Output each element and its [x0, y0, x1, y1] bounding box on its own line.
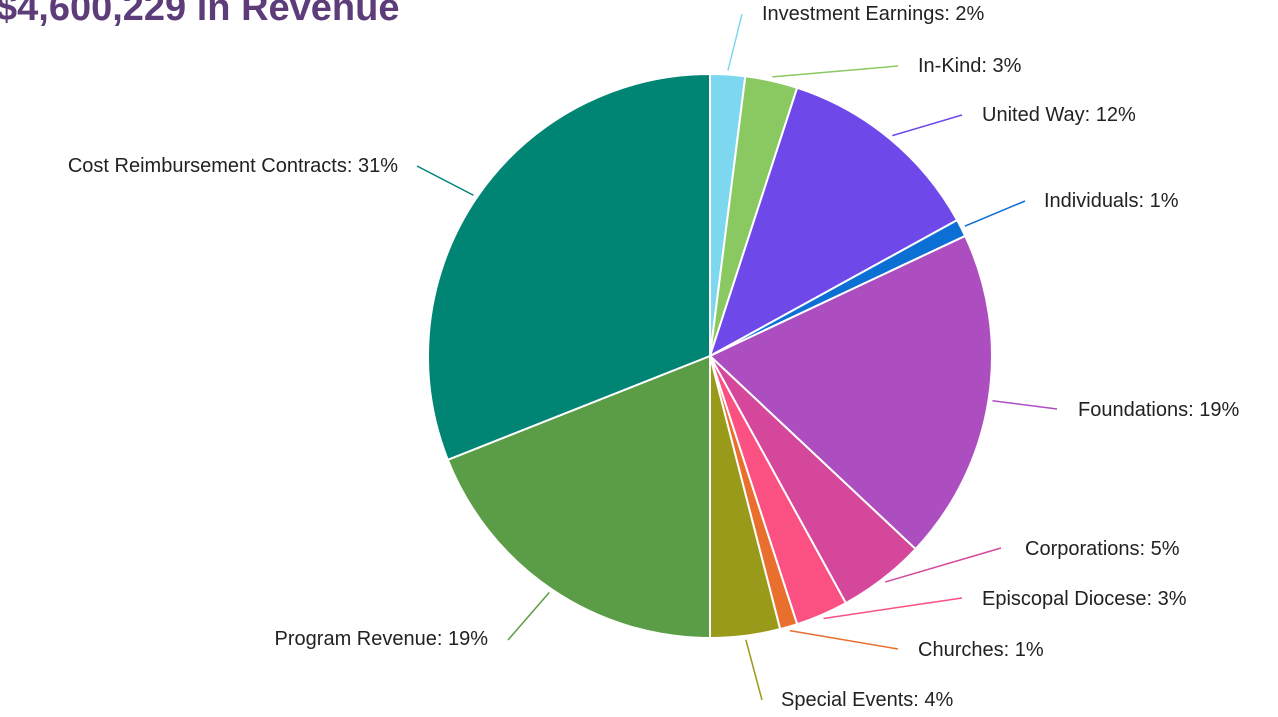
leader-line	[885, 547, 1002, 583]
leader-line	[992, 399, 1058, 410]
chart-title: $4,600,229 in Revenue	[0, 0, 399, 29]
slice-label: In-Kind: 3%	[918, 55, 1022, 77]
slice-label: Cost Reimbursement Contracts: 31%	[68, 155, 398, 177]
leader-line	[789, 629, 899, 650]
leader-line	[823, 597, 963, 620]
leader-line	[727, 13, 743, 71]
slice-label: Foundations: 19%	[1078, 399, 1239, 421]
leader-line	[772, 65, 899, 78]
leader-line	[416, 165, 474, 196]
slice-label: Churches: 1%	[918, 639, 1044, 661]
slice-label: Special Events: 4%	[781, 689, 954, 711]
leader-line	[892, 114, 963, 137]
slice-label: United Way: 12%	[982, 104, 1136, 126]
pie-slice	[446, 354, 711, 640]
slice-label: Episcopal Diocese: 3%	[982, 588, 1187, 610]
pie-slice	[708, 234, 993, 551]
leader-line	[964, 200, 1026, 227]
leader-line	[507, 592, 550, 641]
slice-label: Individuals: 1%	[1044, 190, 1179, 212]
pie-slice	[708, 86, 959, 359]
slice-label: Corporations: 5%	[1025, 538, 1180, 560]
slice-label: Investment Earnings: 2%	[762, 3, 985, 25]
slice-label: Program Revenue: 19%	[275, 628, 489, 650]
pie-slice	[427, 72, 711, 462]
leader-line	[745, 639, 763, 701]
